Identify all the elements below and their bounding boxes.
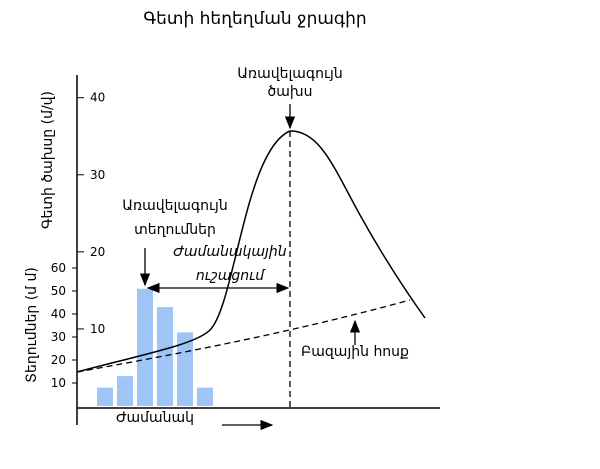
- rain-bar: [197, 387, 213, 406]
- lag-label: Ժամանակային ուշացում: [173, 244, 286, 284]
- rain-tick-label: 20: [51, 353, 66, 367]
- discharge-axis-label: Գետի ծախսը (մ/վ): [40, 91, 56, 229]
- rain-tick-label: 50: [51, 284, 66, 298]
- chart-title: Գետի հեղեղման ջրագիր: [143, 9, 366, 29]
- rain-tick-label: 30: [51, 330, 66, 344]
- rain-tick-label: 60: [51, 261, 66, 275]
- peak-discharge-label: Առավելագույն ծախս: [237, 66, 342, 100]
- rain-axis-label: Տեղումներ (մ մ): [24, 267, 40, 383]
- base-flow-label: Բազային հոսք: [301, 344, 409, 360]
- peak-rain-label: Առավելագույն տեղումներ: [122, 198, 227, 238]
- rain-bar: [137, 288, 153, 406]
- hydrograph-curve: [76, 130, 426, 373]
- rain-bar: [97, 387, 113, 406]
- rain-tick-label: 10: [51, 376, 66, 390]
- discharge-tick-label: 40: [90, 91, 105, 105]
- base-flow-curve: [76, 299, 411, 373]
- rain-bar: [117, 376, 133, 406]
- discharge-tick-label: 30: [90, 168, 105, 182]
- x-axis-label: Ժամանակ: [116, 410, 194, 426]
- discharge-tick-label: 10: [90, 322, 105, 336]
- rain-bar: [157, 307, 173, 406]
- discharge-tick-label: 20: [90, 245, 105, 259]
- rain-tick-label: 40: [51, 307, 66, 321]
